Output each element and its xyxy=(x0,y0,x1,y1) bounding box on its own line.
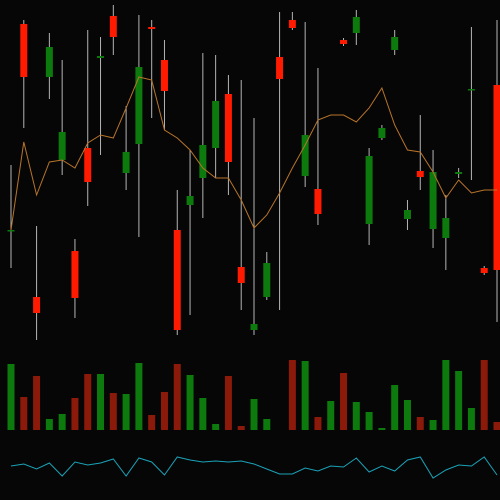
volume-bar xyxy=(480,360,488,430)
volume-bar xyxy=(467,408,475,430)
volume-bar xyxy=(97,374,105,430)
candle-body xyxy=(288,20,296,28)
indicator-line xyxy=(10,456,498,479)
candle-body xyxy=(403,210,411,219)
volume-bar xyxy=(173,364,181,430)
candle-body xyxy=(442,218,450,238)
volume-bar xyxy=(429,420,437,430)
volume-bar xyxy=(109,393,117,430)
candle-body xyxy=(263,263,271,297)
volume-bar xyxy=(20,397,28,430)
candle-body xyxy=(148,27,156,29)
volume-bar xyxy=(391,385,399,430)
candle-body xyxy=(429,172,437,229)
volume-bar xyxy=(250,399,258,430)
candle-body xyxy=(7,230,15,232)
candle-body xyxy=(97,56,105,58)
volume-bar xyxy=(186,375,194,430)
volume-bar xyxy=(455,371,463,430)
candle-body xyxy=(301,135,309,176)
candle-body xyxy=(84,148,92,182)
candle-body xyxy=(212,101,220,148)
candle-body xyxy=(416,171,424,177)
candle-body xyxy=(135,67,143,144)
volume-bar xyxy=(33,376,41,430)
candle-body xyxy=(276,57,284,79)
volume-bar xyxy=(45,419,53,430)
volume-bar xyxy=(327,401,335,430)
candle-body xyxy=(352,17,360,33)
volume-bar xyxy=(148,415,156,430)
volume-bar xyxy=(7,364,15,430)
candle-body xyxy=(340,40,348,44)
candle-body xyxy=(122,152,130,173)
volume-bar xyxy=(378,428,386,430)
candle-body xyxy=(199,145,207,178)
volume-bar xyxy=(365,412,373,430)
volume-bar xyxy=(263,419,271,430)
candle-body xyxy=(480,268,488,273)
volume-bar xyxy=(135,363,143,430)
volume-bar xyxy=(301,361,309,430)
volume-bar xyxy=(58,414,66,430)
candle-body xyxy=(237,267,245,283)
candle-body xyxy=(365,156,373,224)
volume-bar xyxy=(71,398,79,430)
volume-bar xyxy=(160,392,168,430)
candle-body xyxy=(45,47,53,77)
volume-bar xyxy=(122,394,130,430)
volume-bar xyxy=(340,373,348,430)
volume-bar xyxy=(84,374,92,430)
moving-average-line xyxy=(10,76,497,231)
candle-body xyxy=(224,94,232,162)
candle-body xyxy=(33,297,41,313)
volume-bar xyxy=(442,360,450,430)
candle-body xyxy=(250,324,258,330)
volume-bar xyxy=(403,400,411,430)
volume-bar xyxy=(288,360,296,430)
candle-body xyxy=(58,132,66,160)
candle-body xyxy=(109,16,117,37)
candle-body xyxy=(378,128,386,138)
volume-bar xyxy=(224,376,232,430)
candle-body xyxy=(493,85,500,270)
volume-bar xyxy=(493,422,500,430)
candle-body xyxy=(314,189,322,214)
candle-body xyxy=(391,37,399,50)
candle-body xyxy=(160,60,168,91)
candle-body xyxy=(20,24,28,77)
candle-body xyxy=(186,196,194,205)
candle-body xyxy=(71,251,79,298)
candle-body xyxy=(467,89,475,91)
volume-bar xyxy=(416,417,424,430)
candle-body xyxy=(455,172,463,174)
volume-bar xyxy=(237,426,245,430)
volume-bar xyxy=(352,402,360,430)
candle-body xyxy=(173,230,181,330)
volume-bar xyxy=(199,398,207,430)
volume-bar xyxy=(212,424,220,430)
volume-bar xyxy=(314,417,322,430)
